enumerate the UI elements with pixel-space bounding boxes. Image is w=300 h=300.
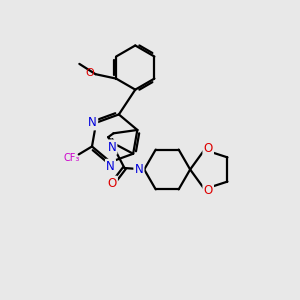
Text: O: O [86, 68, 94, 78]
Text: O: O [204, 184, 213, 197]
Text: N: N [107, 141, 116, 154]
Text: N: N [106, 160, 115, 173]
Text: O: O [204, 142, 213, 155]
Text: CF₃: CF₃ [64, 153, 80, 163]
Text: N: N [134, 163, 143, 176]
Text: N: N [88, 116, 97, 129]
Text: O: O [107, 177, 117, 190]
